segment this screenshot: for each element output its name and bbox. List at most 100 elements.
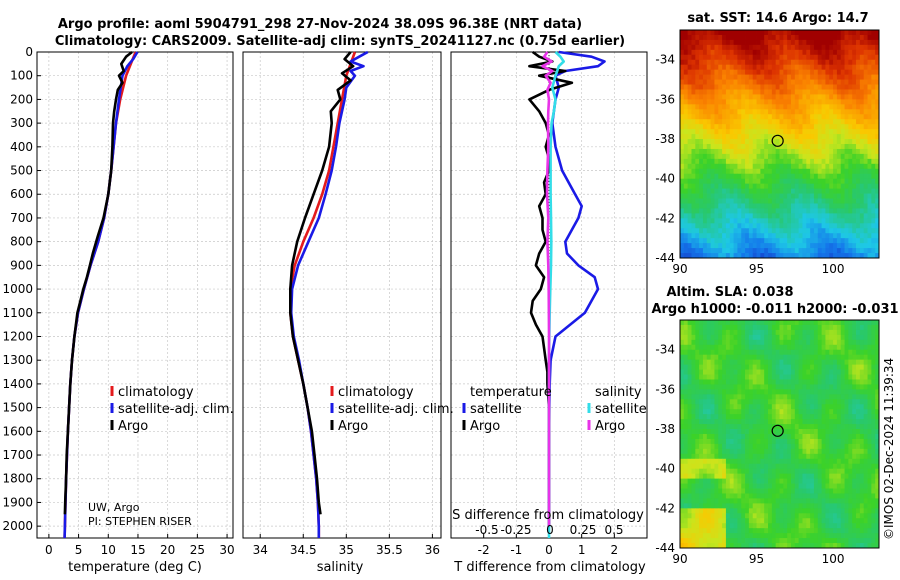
heatmap-cell xyxy=(867,183,872,190)
heatmap-cell xyxy=(833,59,838,66)
heatmap-cell xyxy=(779,79,784,85)
heatmap-cell xyxy=(806,429,811,435)
heatmap-cell xyxy=(718,54,723,61)
heatmap-cell xyxy=(825,448,830,455)
heatmap-cell xyxy=(829,253,834,259)
heatmap-cell xyxy=(775,84,780,90)
heatmap-cell xyxy=(775,513,780,519)
heatmap-cell xyxy=(783,463,788,470)
heatmap-cell xyxy=(844,458,849,465)
heatmap-cell xyxy=(794,193,800,199)
heatmap-cell xyxy=(813,238,819,244)
heatmap-cell xyxy=(794,99,800,105)
heatmap-cell xyxy=(741,178,746,185)
heatmap-cell xyxy=(783,188,788,194)
heatmap-cell xyxy=(706,178,712,185)
x-tick-label: -2 xyxy=(478,543,490,557)
heatmap-cell xyxy=(775,148,780,155)
heatmap-cell xyxy=(779,223,784,229)
heatmap-cell xyxy=(691,64,696,71)
heatmap-cell xyxy=(798,448,803,455)
heatmap-cell xyxy=(787,158,792,165)
heatmap-cell xyxy=(741,384,746,390)
heatmap-cell xyxy=(710,223,715,229)
heatmap-cell xyxy=(752,369,757,375)
heatmap-cell xyxy=(848,414,853,420)
heatmap-cell xyxy=(779,419,784,425)
heatmap-cell xyxy=(794,508,800,514)
heatmap-cell xyxy=(821,173,826,180)
plot-frame xyxy=(242,51,442,539)
heatmap-cell xyxy=(871,148,876,155)
heatmap-cell xyxy=(718,203,723,209)
map-x-tick-label: 100 xyxy=(822,262,845,276)
heatmap-cell xyxy=(760,379,765,385)
heatmap-cell xyxy=(718,89,723,95)
heatmap-cell xyxy=(810,528,815,534)
heatmap-cell xyxy=(714,178,719,185)
heatmap-cell xyxy=(680,218,685,224)
heatmap-cell xyxy=(852,218,857,224)
series-line-climatology xyxy=(63,51,137,539)
heatmap-cell xyxy=(768,538,773,544)
heatmap-cell xyxy=(729,109,734,115)
heatmap-cell xyxy=(817,533,822,539)
heatmap-cell xyxy=(859,168,865,175)
heatmap-cell xyxy=(691,324,696,331)
heatmap-cell xyxy=(741,344,746,351)
heatmap-cell xyxy=(687,448,692,455)
heatmap-cell xyxy=(867,218,872,224)
heatmap-cell xyxy=(794,233,800,239)
heatmap-cell xyxy=(752,173,757,180)
heatmap-cell xyxy=(729,434,734,440)
heatmap-cell xyxy=(771,508,777,514)
y-tick-label: 300 xyxy=(10,116,33,130)
heatmap-cell xyxy=(741,89,746,95)
heatmap-cell xyxy=(710,468,715,475)
heatmap-cell xyxy=(810,513,815,519)
heatmap-cell xyxy=(859,354,865,361)
heatmap-cell xyxy=(756,69,761,76)
heatmap-cell xyxy=(871,213,876,219)
heatmap-cell xyxy=(748,114,754,120)
heatmap-cell xyxy=(768,34,773,41)
heatmap-cell xyxy=(856,513,861,519)
heatmap-cell xyxy=(760,513,765,519)
heatmap-cell xyxy=(764,228,769,234)
heatmap-cell xyxy=(699,389,704,395)
heatmap-cell xyxy=(798,134,803,140)
heatmap-cell xyxy=(702,453,708,460)
heatmap-cell xyxy=(798,538,803,544)
heatmap-cell xyxy=(771,374,777,380)
heatmap-cell xyxy=(699,223,704,229)
heatmap-cell xyxy=(810,523,815,529)
heatmap-cell xyxy=(775,448,780,455)
heatmap-cell xyxy=(863,429,868,435)
heatmap-cell xyxy=(844,119,849,125)
heatmap-cell xyxy=(725,74,731,80)
heatmap-cell xyxy=(680,468,685,475)
heatmap-cell xyxy=(863,324,868,331)
heatmap-cell xyxy=(798,144,803,150)
heatmap-cell xyxy=(856,34,861,41)
heatmap-cell xyxy=(856,473,861,480)
heatmap-cell xyxy=(710,34,715,41)
heatmap-cell xyxy=(856,369,861,375)
heatmap-cell xyxy=(779,414,784,420)
legend-label: Argo xyxy=(338,419,368,434)
heatmap-cell xyxy=(783,399,788,405)
heatmap-cell xyxy=(702,419,708,425)
heatmap-cell xyxy=(710,488,715,494)
heatmap-cell xyxy=(840,409,845,415)
difference-xlabel-top: S difference from climatology xyxy=(452,508,644,523)
heatmap-cell xyxy=(714,104,719,110)
heatmap-cell xyxy=(848,59,853,66)
heatmap-cell xyxy=(683,104,689,110)
heatmap-cell xyxy=(813,419,819,425)
x-tick-label: 20 xyxy=(160,543,175,557)
heatmap-cell xyxy=(760,329,765,336)
heatmap-cell xyxy=(718,453,723,460)
heatmap-cell xyxy=(775,64,780,71)
heatmap-cell xyxy=(752,178,757,185)
heatmap-cell xyxy=(741,468,746,475)
